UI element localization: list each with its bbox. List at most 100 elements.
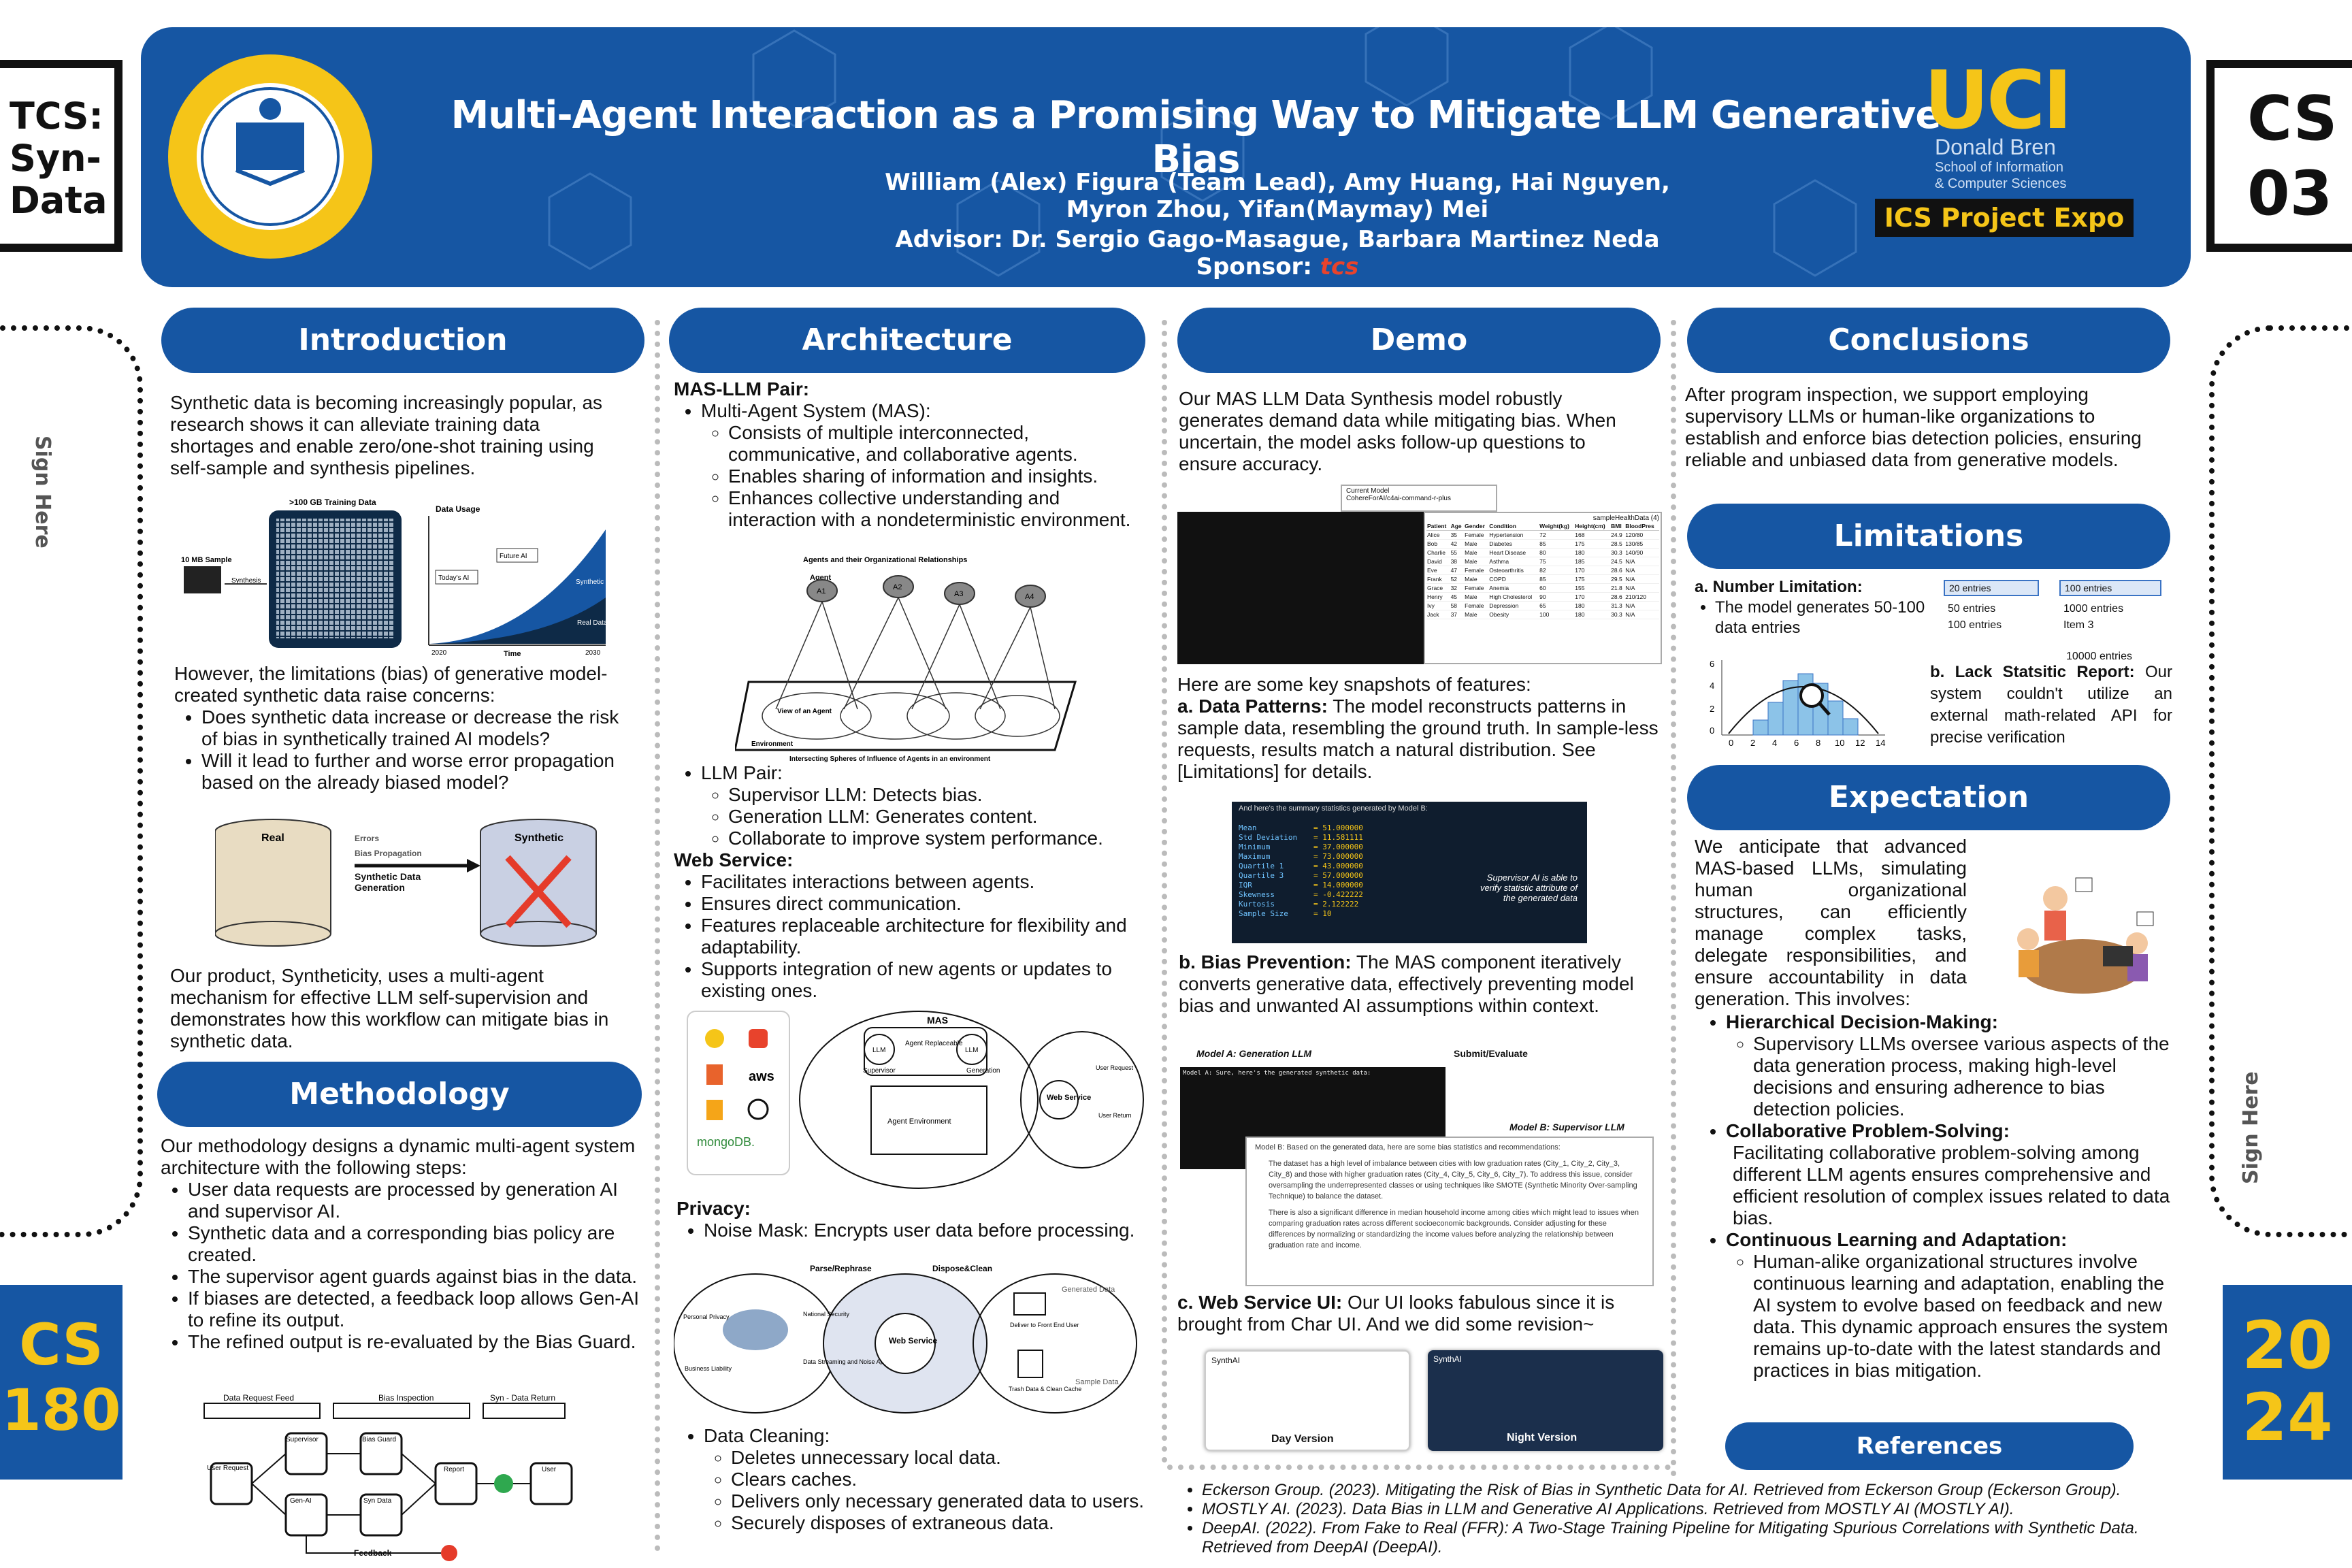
table-cell: High Cholesterol: [1488, 592, 1539, 602]
table-cell: 130/85: [1624, 539, 1659, 549]
stat-name: Std Deviation: [1239, 833, 1298, 842]
fig-label: View of an Agent: [777, 708, 832, 715]
fig-label: Time: [504, 650, 521, 658]
table-cell: 45: [1450, 592, 1465, 602]
ics-expo-badge: ICS Project Expo: [1875, 199, 2134, 237]
fig-label: Intersecting Spheres of Influence of Age…: [789, 755, 991, 763]
fig-label: Agent Environment: [887, 1117, 951, 1126]
privacy-figure: Parse/Rephrase Dispose&Clean Personal Pr…: [674, 1264, 1137, 1414]
arch-sub-bullet: Enables sharing of information and insig…: [728, 466, 1150, 487]
stat-value: = 11.581111: [1313, 833, 1363, 842]
fig-label: Data Streaming and Noise Application: [803, 1358, 906, 1365]
table-row: David 38 Male Asthma 75 185 24.5 N/A: [1426, 557, 1659, 566]
corner-text: Syn-: [10, 137, 101, 180]
fig-label: A3: [954, 590, 963, 598]
stats-row: Kurtosis = 2.122222: [1239, 900, 1580, 909]
fig-label: Synthetic Data: [576, 578, 612, 586]
table-cell: 31.3: [1610, 601, 1625, 610]
hex-pattern: [548, 27, 1857, 277]
table-cell: 52: [1450, 574, 1465, 584]
expectation-list: Hierarchical Decision-Making: Supervisor…: [1699, 1011, 2175, 1382]
arch-bullet: Features replaceable architecture for fl…: [701, 915, 1150, 958]
stats-row: Std Deviation = 11.581111: [1239, 833, 1580, 843]
fig-label: Data Usage: [436, 504, 480, 514]
table-cell: Grace: [1426, 583, 1450, 593]
intro-bullet: Does synthetic data increase or decrease…: [201, 706, 630, 750]
demo-paragraph: Our MAS LLM Data Synthesis model robustl…: [1179, 388, 1616, 474]
arch-heading: Web Service:: [674, 849, 794, 870]
fig-label: Today's AI: [438, 574, 469, 582]
intro-paragraph-3: Our product, Syntheticity, uses a multi-…: [170, 965, 609, 1051]
table-cell: COPD: [1488, 574, 1539, 584]
fig-label: Real: [261, 832, 284, 844]
section-title-limitations: Limitations: [1687, 504, 2170, 569]
fig-label: Environment: [751, 740, 794, 748]
fig-label: A4: [1025, 593, 1034, 601]
fig-label: LLM: [872, 1047, 885, 1054]
stat-name: Quartile 3: [1239, 871, 1284, 880]
table-row: Grace 32 Female Anemia 60 155 21.8 N/A: [1426, 583, 1659, 593]
table-row: Ivy 58 Female Depression 65 180 31.3 N/A: [1426, 601, 1659, 610]
stat-value: = 10: [1313, 909, 1332, 918]
fig-label: Deliver to Front End User: [1010, 1322, 1079, 1328]
chat-output: [1177, 512, 1424, 664]
table-header: BloodPres: [1624, 522, 1659, 531]
arch-sub-bullet: Enhances collective understanding and in…: [728, 487, 1150, 531]
model-name: CohereForAI/c4ai-command-r-plus: [1346, 495, 1451, 502]
table-cell: Male: [1464, 548, 1489, 557]
section-title-expectation: Expectation: [1687, 765, 2170, 830]
table-cell: Charlie: [1426, 548, 1450, 557]
arch-sub-bullet: Clears caches.: [731, 1469, 1153, 1490]
conclusions-text: After program inspection, we support emp…: [1685, 384, 2142, 470]
arch-sub-bullet: Consists of multiple interconnected, com…: [728, 422, 1150, 466]
table-header: Height(cm): [1574, 522, 1611, 531]
table-cell: Bob: [1426, 539, 1450, 549]
table-cell: 38: [1450, 557, 1465, 566]
method-bullet: User data requests are processed by gene…: [188, 1179, 644, 1222]
expectation-intro: We anticipate that advanced MAS-based LL…: [1695, 836, 1967, 1009]
sign-here-left: Sign Here: [31, 436, 54, 549]
table-cell: 100: [1539, 610, 1575, 619]
corner-label-cs180: CS 180: [0, 1285, 122, 1480]
corner-text: 24: [2242, 1379, 2333, 1456]
table-header: BMI: [1610, 522, 1625, 531]
entries-box: 50 entries: [1948, 603, 1996, 615]
fig-label: Synthetic: [514, 832, 564, 844]
app-name: SynthAI: [1433, 1354, 1463, 1364]
table-cell: Male: [1464, 557, 1489, 566]
night-version-screenshot: SynthAI Night Version: [1428, 1350, 1663, 1451]
expectation-item: Continuous Learning and Adaptation:: [1726, 1229, 2175, 1251]
demo-text: The model reconstructs patterns in sampl…: [1177, 696, 1659, 782]
uci-logo: UCI: [1924, 53, 2072, 147]
poster-authors: William (Alex) Figura (Team Lead), Amy H…: [885, 169, 1670, 223]
arch-sub-bullet: Deletes unnecessary local data.: [731, 1447, 1153, 1469]
table-cell: 168: [1574, 530, 1611, 540]
fig-label: 2020: [431, 649, 447, 657]
divider: [1671, 320, 1676, 1477]
day-version-screenshot: SynthAI Day Version: [1205, 1350, 1410, 1451]
arch-sub-bullet: Generation LLM: Generates content.: [728, 806, 1150, 828]
fig-label: Synthetic Data Generation: [355, 871, 421, 893]
arch-bullet: Multi-Agent System (MAS):: [701, 400, 1150, 422]
table-cell: Male: [1464, 574, 1489, 584]
table-cell: 47: [1450, 566, 1465, 575]
methodology-text: Our methodology designs a dynamic multi-…: [161, 1135, 644, 1353]
table-cell: Osteoarthritis: [1488, 566, 1539, 575]
arch-bullet: Supports integration of new agents or up…: [701, 958, 1150, 1002]
table-cell: Male: [1464, 539, 1489, 549]
table-cell: N/A: [1624, 601, 1659, 610]
table-cell: Alice: [1426, 530, 1450, 540]
table-cell: N/A: [1624, 566, 1659, 575]
submit-label: Submit/Evaluate: [1454, 1048, 1528, 1059]
corner-text: CS: [2247, 83, 2338, 154]
stats-title: And here's the summary statistics genera…: [1239, 804, 1428, 813]
demo-text: Our UI looks fabulous since it is brough…: [1177, 1292, 1615, 1335]
table-header: Weight(kg): [1539, 522, 1575, 531]
divider: [1162, 320, 1167, 1463]
table-cell: Obesity: [1488, 610, 1539, 619]
corner-text: CS: [19, 1311, 103, 1378]
fig-label: Personal Privacy: [683, 1313, 730, 1320]
table-cell: N/A: [1624, 574, 1659, 584]
fig-label: Generated Data: [1062, 1286, 1115, 1294]
table-cell: Frank: [1426, 574, 1450, 584]
